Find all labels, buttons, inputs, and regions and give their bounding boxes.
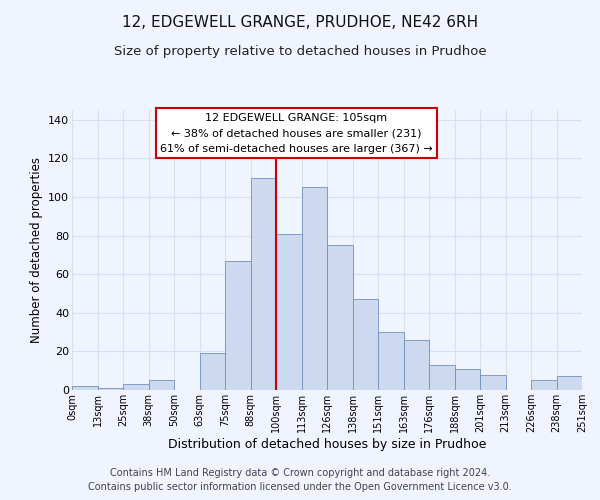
- Text: Contains HM Land Registry data © Crown copyright and database right 2024.: Contains HM Land Registry data © Crown c…: [110, 468, 490, 477]
- X-axis label: Distribution of detached houses by size in Prudhoe: Distribution of detached houses by size …: [168, 438, 486, 450]
- Bar: [97, 388, 123, 390]
- Text: 12, EDGEWELL GRANGE, PRUDHOE, NE42 6RH: 12, EDGEWELL GRANGE, PRUDHOE, NE42 6RH: [122, 15, 478, 30]
- Bar: [276, 234, 302, 390]
- Bar: [123, 384, 149, 390]
- Bar: [404, 340, 429, 390]
- Bar: [251, 178, 276, 390]
- Bar: [531, 380, 557, 390]
- Bar: [353, 299, 378, 390]
- Bar: [225, 260, 251, 390]
- Bar: [480, 374, 505, 390]
- Y-axis label: Number of detached properties: Number of detached properties: [29, 157, 43, 343]
- Bar: [327, 245, 353, 390]
- Bar: [378, 332, 404, 390]
- Bar: [455, 369, 480, 390]
- Bar: [149, 380, 174, 390]
- Text: 12 EDGEWELL GRANGE: 105sqm
← 38% of detached houses are smaller (231)
61% of sem: 12 EDGEWELL GRANGE: 105sqm ← 38% of deta…: [160, 113, 433, 154]
- Bar: [72, 386, 97, 390]
- Text: Contains public sector information licensed under the Open Government Licence v3: Contains public sector information licen…: [88, 482, 512, 492]
- Bar: [557, 376, 582, 390]
- Bar: [199, 354, 225, 390]
- Bar: [302, 187, 327, 390]
- Bar: [429, 365, 455, 390]
- Text: Size of property relative to detached houses in Prudhoe: Size of property relative to detached ho…: [113, 45, 487, 58]
